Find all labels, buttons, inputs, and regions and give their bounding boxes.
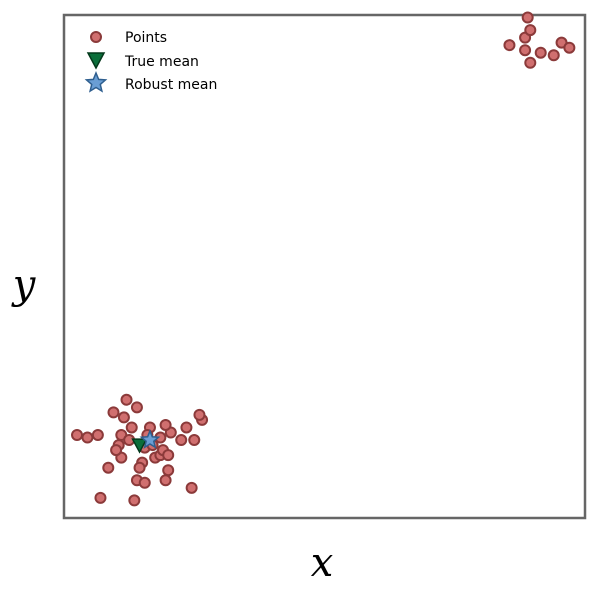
data-point xyxy=(110,444,123,457)
data-point xyxy=(91,429,104,442)
data-point xyxy=(519,44,532,57)
data-point xyxy=(102,461,115,474)
data-point xyxy=(128,494,141,507)
data-point xyxy=(193,408,206,421)
data-point xyxy=(107,406,120,419)
legend-label-robust-mean: Robust mean xyxy=(125,77,217,93)
legend-robust-mean-marker xyxy=(84,71,108,93)
data-point xyxy=(188,434,201,447)
means-layer xyxy=(131,429,161,454)
data-point xyxy=(162,464,175,477)
y-axis-label: y xyxy=(11,262,37,308)
x-axis-label: x xyxy=(311,540,334,586)
data-point xyxy=(138,476,151,489)
data-point xyxy=(563,41,576,54)
data-point xyxy=(94,491,107,504)
data-point xyxy=(503,39,516,52)
data-point xyxy=(175,434,188,447)
data-point xyxy=(180,421,193,434)
data-point xyxy=(162,449,175,462)
data-point xyxy=(117,411,130,424)
robust-mean-marker xyxy=(139,429,161,449)
true-mean-marker xyxy=(131,438,148,454)
data-point xyxy=(524,24,537,37)
data-point xyxy=(133,461,146,474)
data-point xyxy=(130,401,143,414)
data-point xyxy=(81,431,94,444)
legend-label-points: Points xyxy=(125,30,167,46)
legend-points-marker xyxy=(90,31,102,43)
data-point xyxy=(71,429,84,442)
data-point xyxy=(547,49,560,62)
data-point xyxy=(125,421,138,434)
plot-frame xyxy=(62,13,587,520)
data-point xyxy=(159,418,172,431)
data-point xyxy=(521,11,534,24)
data-point xyxy=(524,56,537,69)
points-layer xyxy=(71,11,576,507)
legend-label-true-mean: True mean xyxy=(124,54,199,70)
data-point xyxy=(159,474,172,487)
legend: Points True mean Robust mean xyxy=(84,30,217,93)
data-point xyxy=(534,46,547,59)
data-point xyxy=(120,393,133,406)
legend-true-mean-marker xyxy=(86,52,106,70)
data-point xyxy=(185,481,198,494)
